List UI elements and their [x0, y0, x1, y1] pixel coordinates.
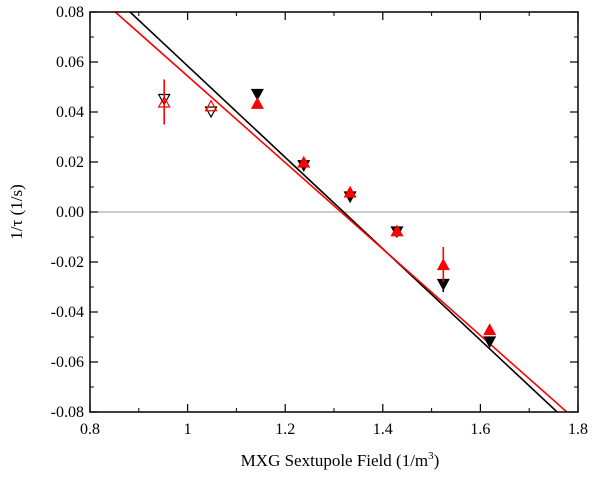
data-point-red-7 [483, 323, 497, 336]
y-tick-label: -0.04 [51, 304, 84, 321]
y-tick-label: 0.00 [56, 204, 84, 221]
data-point-red-2 [250, 97, 264, 109]
data-point-red-1 [204, 99, 218, 112]
x-tick-label: 1.6 [470, 421, 490, 438]
x-axis-title-main: MXG Sextupole Field (1/m [241, 451, 428, 470]
fit-lines-layer [114, 12, 569, 412]
y-tick-label: 0.04 [56, 104, 84, 121]
y-tick-label: -0.02 [51, 254, 84, 271]
y-tick-label: 0.06 [56, 54, 84, 71]
data-point-red-4 [343, 185, 357, 198]
fit-line-black [128, 12, 559, 412]
data-point-red-0 [157, 95, 171, 108]
data-points-layer [157, 79, 497, 349]
x-axis-title: MXG Sextupole Field (1/m3) [241, 450, 440, 470]
x-tick-label: 1 [184, 421, 192, 438]
data-point-black-7 [483, 336, 497, 349]
data-point-red-6 [436, 258, 450, 271]
data-point-black-1 [204, 106, 218, 119]
x-tick-label: 1.2 [275, 421, 295, 438]
data-point-red-3 [297, 155, 311, 168]
fit-line-red [114, 12, 569, 412]
data-point-red-5 [390, 224, 404, 237]
y-tick-label: -0.06 [51, 354, 84, 371]
x-axis-title-superscript: 3 [428, 450, 434, 462]
x-tick-label: 1.4 [373, 421, 393, 438]
y-tick-label: 0.02 [56, 154, 84, 171]
x-tick-label: 0.8 [80, 421, 100, 438]
x-tick-label: 1.8 [568, 421, 588, 438]
data-point-black-2 [250, 88, 264, 101]
y-tick-label: -0.08 [51, 404, 84, 421]
y-tick-label: 0.08 [56, 4, 84, 21]
x-axis-title-close: ) [434, 451, 440, 470]
y-axis-title: 1/τ (1/s) [7, 184, 26, 239]
ticks-layer: 0.8 1 1.2 1.4 1.6 1.8 -0.08 -0.06 -0.04 -0.02 0.00… [51, 4, 588, 438]
